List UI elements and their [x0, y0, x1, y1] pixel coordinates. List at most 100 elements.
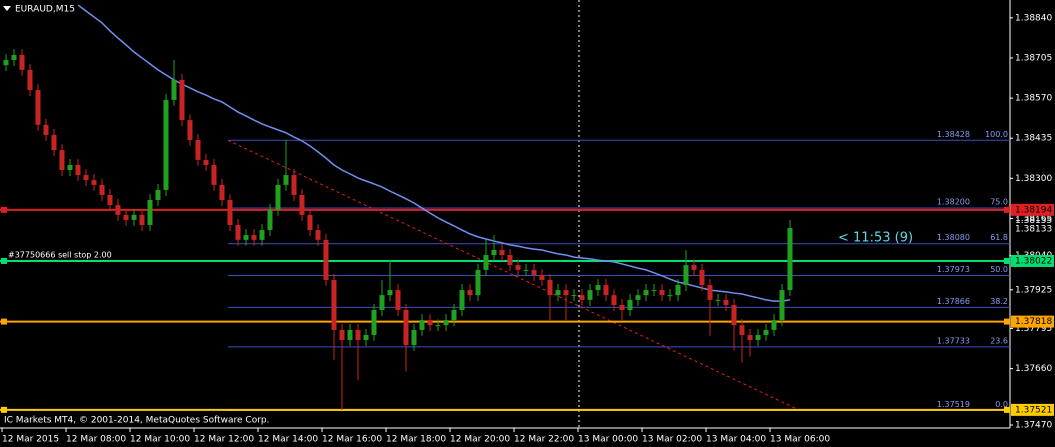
fib-price-label: 1.37866	[937, 297, 970, 306]
candle-body	[99, 184, 105, 195]
y-tick-label: 1.37470	[1015, 421, 1052, 431]
y-tick-label: 1.37925	[1015, 285, 1052, 295]
candle-body	[243, 235, 249, 240]
candle-body	[187, 120, 193, 140]
price-line-handle	[1, 318, 7, 325]
candle-body	[323, 239, 329, 280]
candle-body	[27, 69, 33, 91]
price-line-handle	[1004, 318, 1010, 325]
x-tick-label: 13 Mar 04:00	[706, 435, 766, 445]
y-tick-label: 1.38165	[1015, 214, 1052, 224]
candle-body	[19, 54, 25, 70]
candle-body	[267, 209, 273, 231]
y-tick-label: 1.38705	[1015, 53, 1052, 63]
candle-body	[211, 164, 217, 185]
candle-body	[163, 99, 169, 190]
countdown: < 11:53 (9)	[838, 231, 913, 246]
price-line-handle	[1004, 257, 1010, 264]
candle-body	[379, 295, 385, 311]
candle-body	[147, 200, 153, 225]
candle-body	[331, 279, 337, 330]
moving-average	[77, 4, 791, 302]
price-tag	[1011, 203, 1054, 216]
x-tick-label: 12 Mar 08:00	[66, 435, 126, 445]
candle-body	[283, 175, 289, 185]
x-tick-label: 12 Mar 14:00	[258, 435, 318, 445]
candle-body	[179, 79, 185, 121]
candle-body	[483, 255, 489, 270]
bid-tag	[1011, 222, 1054, 234]
y-tick-label: 1.38840	[1015, 13, 1052, 23]
candle-body	[691, 265, 697, 270]
candle-body	[235, 224, 241, 240]
y-tick-label: 1.38435	[1015, 134, 1052, 144]
candle-body	[699, 269, 705, 286]
candle-body	[227, 200, 233, 225]
fib-price-label: 1.37733	[937, 336, 970, 345]
candle-body	[83, 175, 89, 181]
ask-label: 1.38155	[1015, 216, 1052, 226]
candle-body	[371, 310, 377, 335]
candle-body	[747, 334, 753, 341]
candle-body	[275, 184, 281, 210]
candle-body	[107, 194, 113, 206]
candle-body	[707, 285, 713, 300]
y-tick-label: 1.37795	[1015, 324, 1052, 334]
candle-body	[531, 269, 537, 275]
y-tick-label: 1.38570	[1015, 94, 1052, 104]
x-tick-label: 12 Mar 10:00	[130, 435, 190, 445]
candle-body	[195, 139, 201, 160]
fib-price-label: 1.38080	[937, 233, 970, 242]
chart-title: EURAUD,M15	[15, 5, 75, 15]
x-tick-label: 12 Mar 20:00	[450, 435, 510, 445]
candle-body	[667, 295, 673, 297]
candle-body	[123, 214, 129, 220]
candle-body	[627, 299, 633, 311]
order-label: #37750666 sell stop 2.00	[8, 250, 112, 259]
price-line-handle	[1, 406, 7, 413]
candle-body	[67, 164, 73, 171]
price-tag-label: 1.37818	[1015, 317, 1052, 327]
candle-body	[579, 295, 585, 300]
fib-price-label: 1.37519	[937, 400, 970, 409]
price-line-handle	[1, 257, 7, 264]
candle-body	[595, 285, 601, 291]
candle-body	[43, 124, 49, 135]
candle-body	[475, 269, 481, 296]
x-tick-label: 12 Mar 18:00	[386, 435, 446, 445]
candle-body	[763, 329, 769, 335]
candle-body	[411, 329, 417, 346]
x-tick-label: 13 Mar 06:00	[770, 435, 830, 445]
x-tick-label: 13 Mar 02:00	[642, 435, 702, 445]
x-tick-label: 13 Mar 00:00	[578, 435, 638, 445]
candle-body	[451, 310, 457, 321]
x-tick-label: 12 Mar 16:00	[322, 435, 382, 445]
x-tick-label: 12 Mar 22:00	[514, 435, 574, 445]
price-line-handle	[1004, 206, 1010, 213]
candle-body	[683, 265, 689, 286]
candle-body	[547, 279, 553, 296]
candle-body	[171, 79, 177, 100]
candle-body	[139, 214, 145, 225]
candle-body	[387, 290, 393, 296]
y-tick-label: 1.38300	[1015, 174, 1052, 184]
price-tag	[1011, 403, 1054, 416]
candle-body	[571, 295, 577, 297]
candle-body	[515, 265, 521, 270]
candle-body	[419, 320, 425, 330]
candle-body	[491, 249, 497, 256]
candle-body	[403, 310, 409, 346]
fib-price-label: 1.37973	[937, 265, 970, 274]
price-tag	[1011, 254, 1054, 267]
candle-body	[443, 320, 449, 326]
candle-body	[499, 249, 505, 256]
price-tag-label: 1.37521	[1015, 405, 1052, 415]
candle-body	[603, 285, 609, 296]
candle-body	[35, 90, 41, 125]
candle-body	[739, 325, 745, 335]
candle-body	[643, 290, 649, 296]
fib-level-label: 38.2	[990, 297, 1008, 306]
price-tag	[1011, 315, 1054, 328]
candle-body	[59, 150, 65, 171]
candle-body	[299, 194, 305, 215]
